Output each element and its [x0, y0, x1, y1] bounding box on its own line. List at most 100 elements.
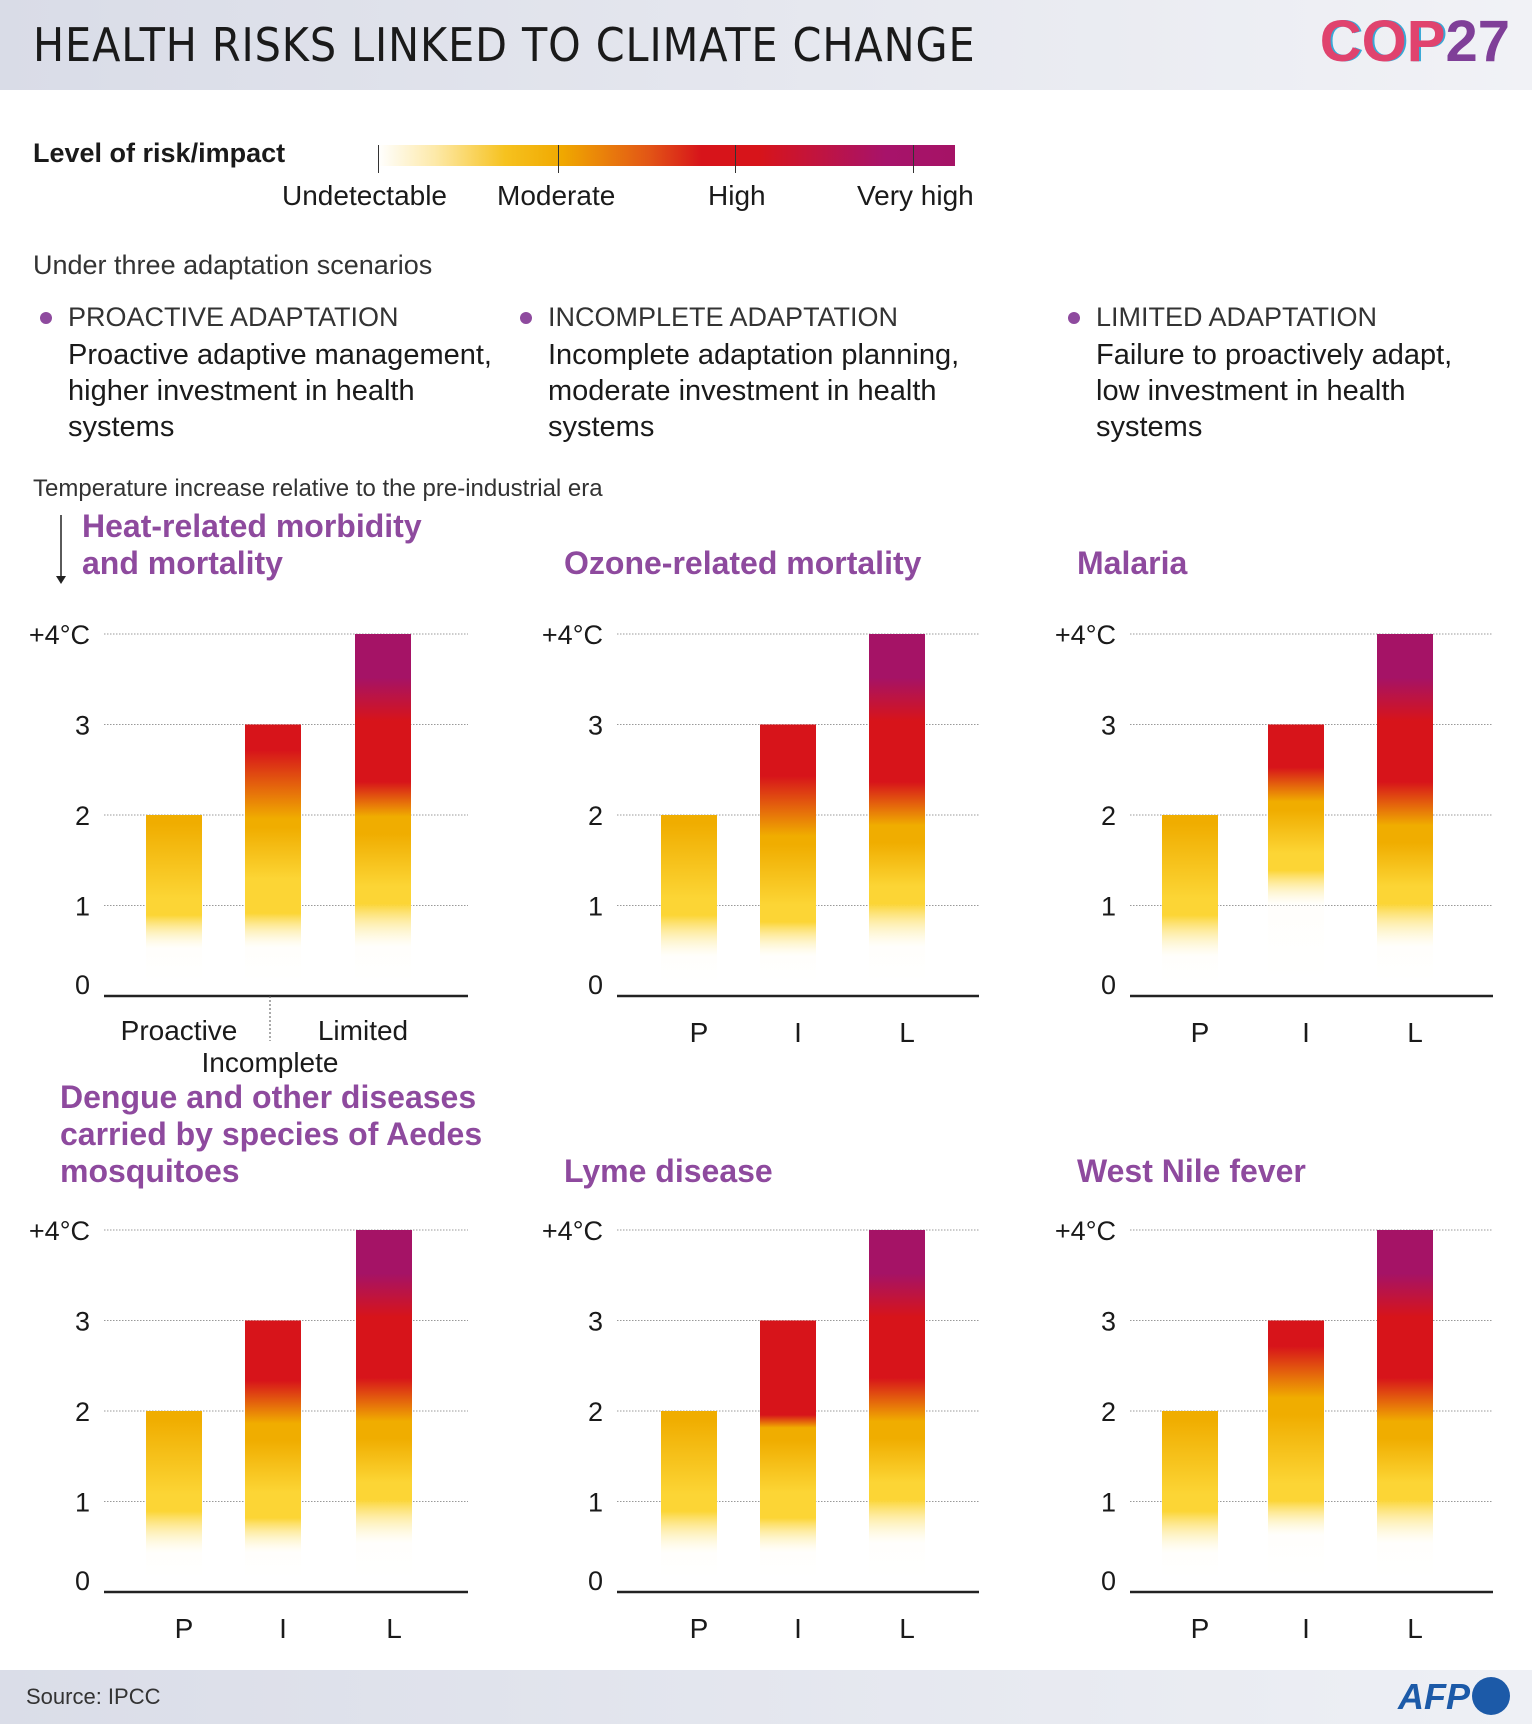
bar-l [356, 1230, 412, 1578]
y-tick-label: +4°C [29, 620, 90, 650]
legend-label-undetectable: Undetectable [282, 180, 448, 211]
scenario-description: Proactive adaptive management, higher in… [68, 339, 492, 443]
y-tick-label: 2 [588, 801, 603, 831]
y-tick-label: 3 [75, 1307, 90, 1337]
y-tick-label: 1 [1101, 1488, 1116, 1518]
y-tick-label: 0 [75, 970, 90, 1000]
chart-title: Ozone-related mortality [564, 545, 922, 581]
x-tick-label: I [794, 1613, 802, 1644]
y-tick-label: 2 [75, 801, 90, 831]
risk-color-scale [378, 145, 955, 166]
y-tick-label: 1 [1101, 892, 1116, 922]
chart-panel: Ozone-related mortality 0 1 2 3 +4°C P I L [542, 545, 979, 1048]
x-tick-label: I [279, 1613, 287, 1644]
x-tick-label: I [1302, 1017, 1310, 1048]
legend-label-moderate: Moderate [497, 180, 616, 211]
x-tick-label: L [1407, 1613, 1423, 1644]
y-tick-label: 3 [588, 1307, 603, 1337]
x-tick-label: Proactive [121, 1015, 238, 1046]
scenario-heading: INCOMPLETE ADAPTATION [548, 302, 899, 332]
y-tick-label: 2 [588, 1397, 603, 1427]
bar-l [869, 1230, 925, 1578]
y-tick-label: +4°C [29, 1216, 90, 1246]
chart-panel: Lyme disease 0 1 2 3 +4°C P I L [542, 1153, 979, 1644]
x-tick-label: I [794, 1017, 802, 1048]
chart-title: Heat-related morbidity [82, 508, 422, 544]
bullet-icon [1068, 312, 1080, 324]
bar-i [1268, 1320, 1324, 1578]
x-tick-label: P [690, 1613, 709, 1644]
x-tick-label: P [1191, 1613, 1210, 1644]
bar-p [661, 815, 717, 982]
afp-logo-text: AFP [1398, 1676, 1470, 1717]
x-tick-label: L [1407, 1017, 1423, 1048]
y-tick-label: 0 [588, 1566, 603, 1596]
scenario-description: Failure to proactively adapt, low invest… [1096, 339, 1453, 443]
legend-tick [558, 145, 559, 173]
y-tick-label: 1 [588, 1488, 603, 1518]
y-tick-label: 0 [75, 1566, 90, 1596]
afp-logo-circle-icon [1472, 1677, 1510, 1715]
chart-title: Malaria [1077, 545, 1187, 581]
bar-proactive [146, 815, 202, 982]
chart-title: West Nile fever [1077, 1153, 1306, 1189]
bullet-icon [520, 312, 532, 324]
y-tick-label: 3 [75, 711, 90, 741]
bar-p [661, 1411, 717, 1578]
bar-i [245, 1320, 301, 1578]
legend-tick [735, 145, 736, 173]
bar-incomplete [245, 724, 301, 982]
y-tick-label: 0 [1101, 970, 1116, 1000]
bar-l [1377, 634, 1433, 982]
bar-p [146, 1411, 202, 1578]
page-title: HEALTH RISKS LINKED TO CLIMATE CHANGE [33, 18, 976, 72]
bar-l [1377, 1230, 1433, 1578]
chart-title: mosquitoes [60, 1153, 240, 1189]
arrow-head-icon [56, 576, 66, 584]
y-tick-label: 3 [1101, 711, 1116, 741]
afp-logo: AFP [1398, 1676, 1510, 1718]
temperature-note: Temperature increase relative to the pre… [33, 475, 603, 502]
source-note: Source: IPCC [26, 1684, 161, 1709]
bar-p [1162, 815, 1218, 982]
y-tick-label: +4°C [542, 620, 603, 650]
bar-p [1162, 1411, 1218, 1578]
x-tick-label: L [899, 1017, 915, 1048]
bar-i [760, 724, 816, 982]
scenarios-intro: Under three adaptation scenarios [33, 250, 433, 280]
chart-title: Dengue and other diseases [60, 1079, 476, 1115]
cop-logo-text: COP [1319, 9, 1446, 74]
y-tick-label: 2 [75, 1397, 90, 1427]
y-tick-label: 1 [75, 892, 90, 922]
legend-title: Level of risk/impact [33, 138, 286, 168]
x-tick-label: P [1191, 1017, 1210, 1048]
y-tick-label: 2 [1101, 1397, 1116, 1427]
chart-title: and mortality [82, 545, 283, 581]
footer-banner [0, 1670, 1532, 1724]
y-tick-label: +4°C [1055, 620, 1116, 650]
x-tick-label: I [1302, 1613, 1310, 1644]
chart-panel: Malaria 0 1 2 3 +4°C P I L [1055, 545, 1493, 1048]
y-tick-label: 0 [1101, 1566, 1116, 1596]
header-banner [0, 0, 1532, 90]
x-tick-label: Limited [318, 1015, 408, 1046]
scenario-proactive: PROACTIVE ADAPTATION Proactive adaptive … [40, 302, 528, 445]
bar-i [1268, 724, 1324, 982]
y-tick-label: 1 [588, 892, 603, 922]
chart-panel: West Nile fever 0 1 2 3 +4°C P I L [1055, 1153, 1493, 1644]
bullet-icon [40, 312, 52, 324]
scenario-incomplete: INCOMPLETE ADAPTATION Incomplete adaptat… [520, 302, 1008, 445]
cop-logo-number: 27 [1445, 9, 1510, 74]
x-tick-label: L [386, 1613, 402, 1644]
legend-tick [913, 145, 914, 173]
y-tick-label: 3 [588, 711, 603, 741]
legend-label-very-high: Very high [857, 180, 974, 211]
cop27-logo: COP27 [1320, 8, 1510, 75]
y-tick-label: 3 [1101, 1307, 1116, 1337]
x-tick-label: P [175, 1613, 194, 1644]
y-tick-label: +4°C [542, 1216, 603, 1246]
y-tick-label: 2 [1101, 801, 1116, 831]
bar-limited [355, 634, 411, 982]
